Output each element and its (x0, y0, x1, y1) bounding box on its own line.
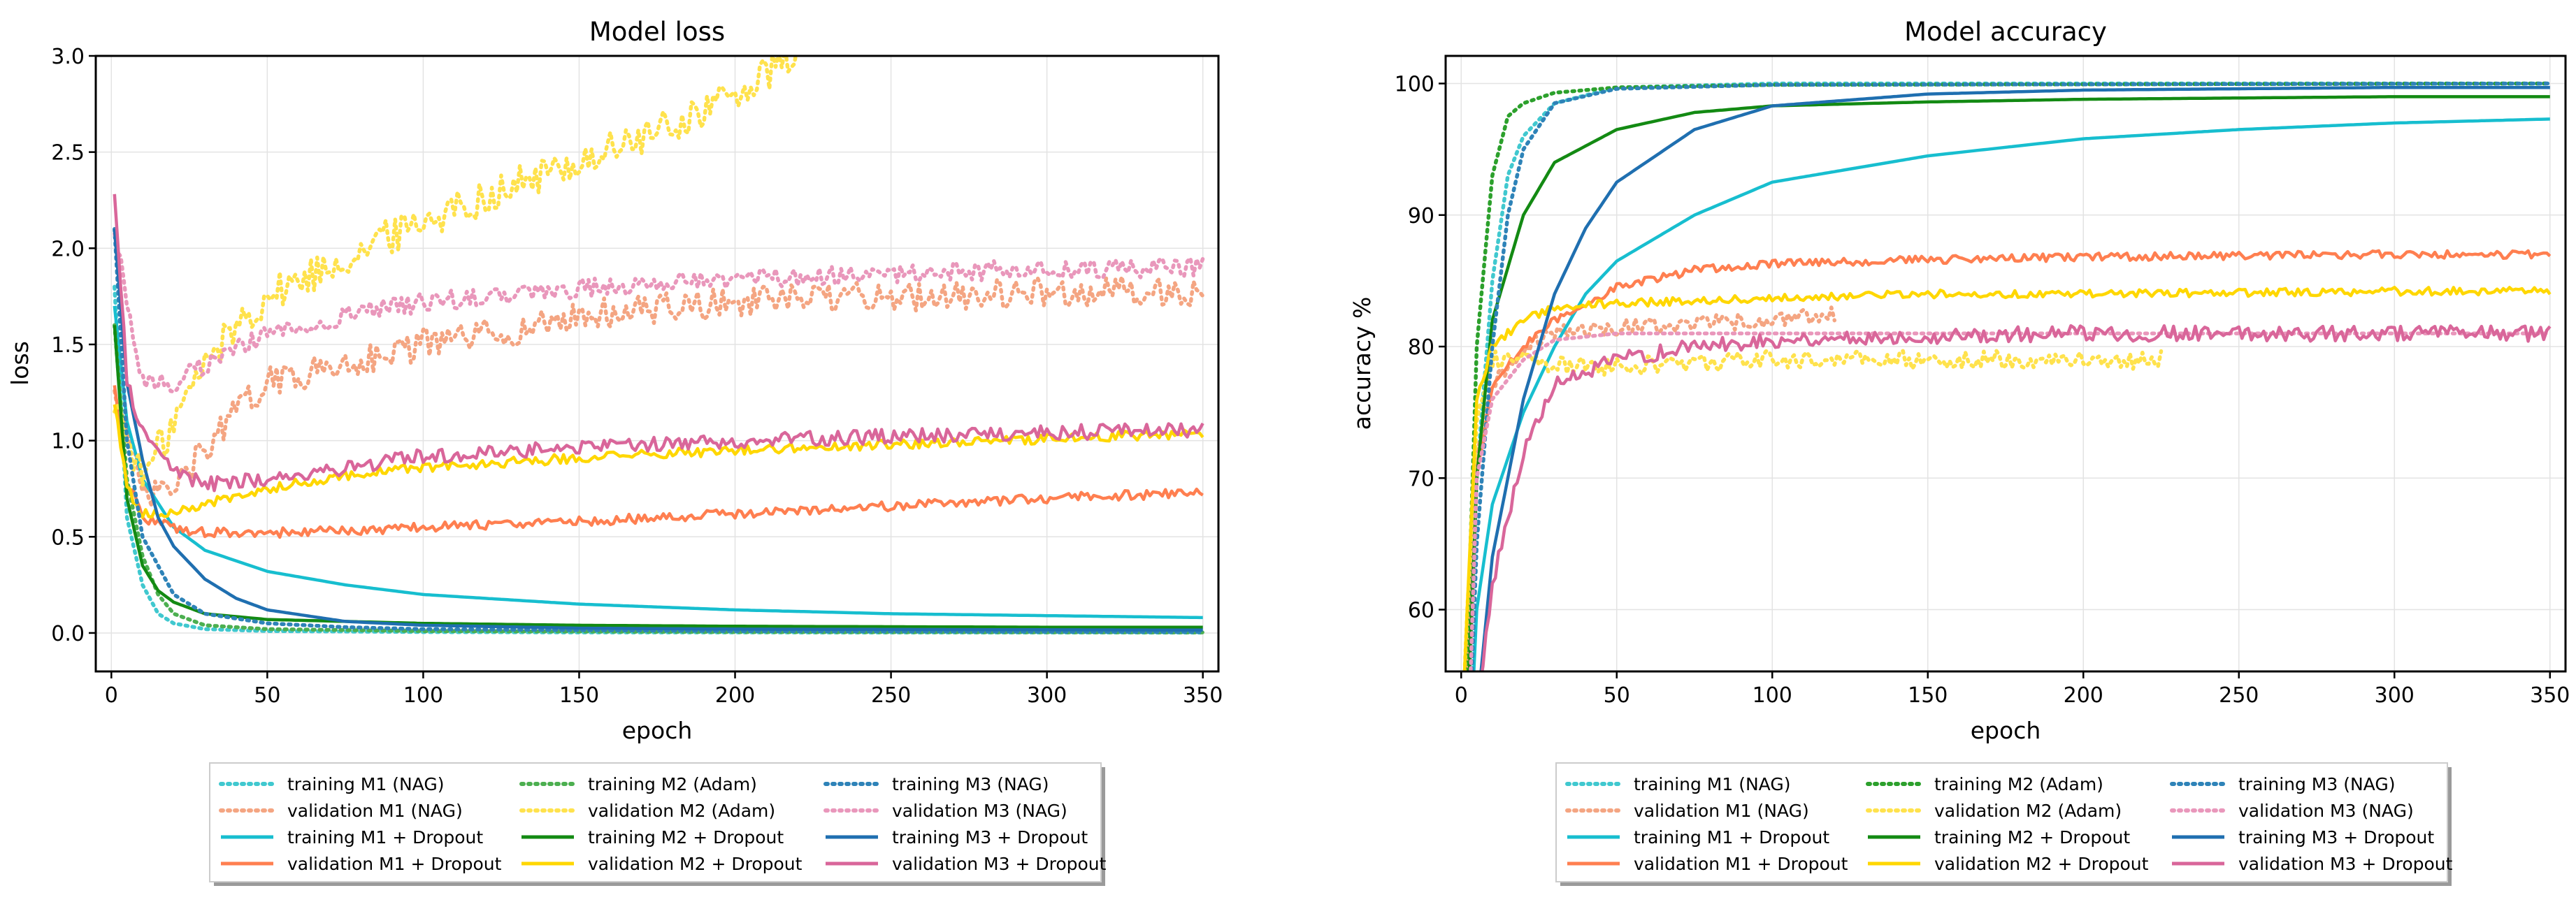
y-tick-label: 80 (1408, 335, 1434, 360)
series-line-5 (113, 56, 798, 488)
legend-label: training M3 (NAG) (2238, 774, 2395, 794)
legend-label: validation M3 + Dropout (2238, 854, 2453, 874)
legend-label: validation M2 + Dropout (588, 854, 803, 874)
legend-label: validation M2 (Adam) (1934, 801, 2122, 821)
x-tick-label: 350 (1183, 683, 1223, 708)
x-tick-label: 300 (2375, 683, 2415, 708)
legend-label: validation M3 + Dropout (892, 854, 1107, 874)
series-line-3 (113, 385, 1204, 539)
x-tick-label: 200 (2064, 683, 2103, 708)
legend-label: training M2 (Adam) (1934, 774, 2103, 794)
legend-label: validation M1 (NAG) (1634, 801, 1809, 821)
legend-label: training M3 (NAG) (892, 774, 1049, 794)
series-line-4 (1465, 81, 2552, 671)
plot-frame (94, 54, 1220, 673)
x-tick-label: 350 (2530, 683, 2570, 708)
series-line-1 (1465, 305, 1837, 671)
y-tick-label: 3.0 (51, 45, 85, 69)
y-tick-label: 2.0 (51, 237, 85, 261)
series-line-2 (1472, 117, 2550, 671)
plot-frame (1444, 54, 2567, 673)
legend-label: training M2 + Dropout (588, 827, 784, 848)
legend-label: validation M3 (NAG) (2238, 801, 2414, 821)
series-line-7 (113, 404, 1204, 519)
legend: training M1 (NAG) validation M1 (NAG) trai… (209, 762, 1107, 886)
chart-1: 0 50 100 150 200 250 300 350 60 70 80 90 100 Model ac… (1348, 17, 2570, 886)
legend-box (1555, 762, 2448, 882)
y-tick-label: 0.0 (51, 622, 85, 646)
legend-box (209, 762, 1102, 882)
series-line-6 (1467, 95, 2550, 671)
x-tick-label: 250 (871, 683, 911, 708)
legend-label: training M3 + Dropout (2238, 827, 2434, 848)
legend-label: validation M2 (Adam) (588, 801, 775, 821)
y-tick-label: 70 (1408, 467, 1434, 491)
series-line-0 (113, 284, 1205, 635)
x-tick-label: 150 (1908, 683, 1948, 708)
legend-label: validation M2 + Dropout (1934, 854, 2149, 874)
y-tick-label: 1.0 (51, 430, 85, 454)
legend-label: training M1 + Dropout (1634, 827, 1829, 848)
y-tick-label: 100 (1395, 73, 1434, 97)
series-line-9 (113, 231, 1205, 394)
y-tick-label: 0.5 (51, 525, 85, 550)
series-line-11 (1480, 323, 2552, 671)
series-line-5 (1462, 349, 2164, 671)
x-axis-label: epoch (1971, 717, 2041, 744)
x-tick-label: 100 (403, 683, 443, 708)
series-line-3 (1467, 249, 2552, 671)
y-tick-label: 2.5 (51, 141, 85, 166)
series-line-8 (1469, 81, 2552, 671)
y-axis-label: loss (6, 341, 34, 386)
x-tick-label: 50 (1604, 683, 1630, 708)
legend-label: validation M1 + Dropout (1634, 854, 1848, 874)
legend-label: training M2 + Dropout (1934, 827, 2130, 848)
chart-0: 0 50 100 150 200 250 300 350 0.0 0.5 1.0 1.5 2.0 2.5 3… (6, 17, 1223, 886)
y-tick-label: 1.5 (51, 333, 85, 358)
series-line-6 (113, 325, 1203, 629)
x-tick-label: 100 (1753, 683, 1792, 708)
x-tick-label: 250 (2219, 683, 2259, 708)
series-group (113, 56, 1205, 635)
series-group (1462, 81, 2552, 671)
legend-label: training M2 (Adam) (588, 774, 757, 794)
legend-label: validation M1 (NAG) (287, 801, 463, 821)
legend-label: training M1 (NAG) (287, 774, 444, 794)
x-axis-label: epoch (622, 717, 693, 744)
legend-label: training M1 + Dropout (287, 827, 483, 848)
legend-label: training M3 + Dropout (892, 827, 1088, 848)
x-tick-label: 150 (559, 683, 599, 708)
y-tick-label: 60 (1408, 599, 1434, 623)
series-line-1 (113, 275, 1205, 509)
y-tick-label: 90 (1408, 204, 1434, 228)
chart-title: Model accuracy (1904, 17, 2107, 47)
y-axis-label: accuracy % (1348, 297, 1376, 430)
legend-label: validation M3 (NAG) (892, 801, 1067, 821)
series-line-2 (113, 305, 1203, 620)
series-line-11 (113, 194, 1204, 493)
legend-label: training M1 (NAG) (1634, 774, 1790, 794)
series-line-10 (1479, 85, 2550, 671)
series-line-7 (1462, 286, 2552, 671)
x-tick-label: 300 (1027, 683, 1067, 708)
legend: training M1 (NAG) validation M1 (NAG) trai… (1555, 762, 2453, 886)
x-tick-label: 0 (1455, 683, 1468, 708)
series-line-10 (113, 228, 1203, 632)
x-tick-label: 200 (715, 683, 755, 708)
legend-label: validation M1 + Dropout (287, 854, 502, 874)
x-tick-label: 50 (254, 683, 280, 708)
x-tick-label: 0 (105, 683, 118, 708)
series-line-8 (113, 227, 1205, 634)
chart-title: Model loss (589, 17, 725, 47)
